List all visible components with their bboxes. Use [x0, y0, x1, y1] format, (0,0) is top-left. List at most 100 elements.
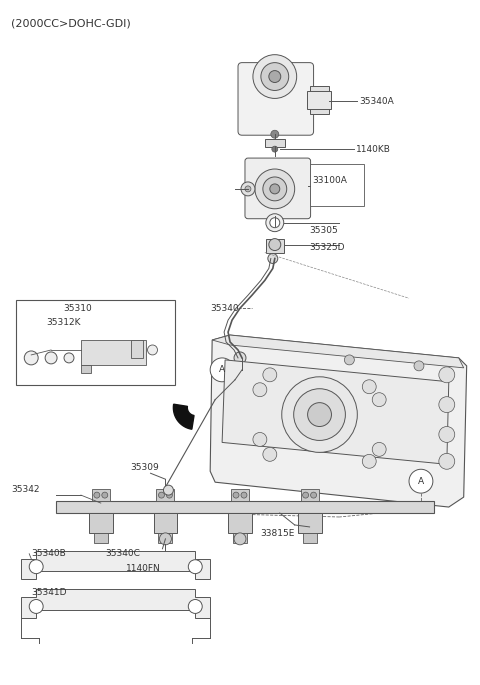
- Circle shape: [233, 492, 239, 498]
- Text: 33815E: 33815E: [260, 530, 294, 538]
- Text: 35310: 35310: [63, 303, 92, 312]
- Circle shape: [241, 182, 255, 196]
- Circle shape: [255, 169, 295, 209]
- Circle shape: [294, 388, 346, 440]
- Text: 35312K: 35312K: [46, 318, 81, 327]
- Polygon shape: [173, 404, 194, 429]
- Circle shape: [409, 469, 433, 493]
- Text: 1140FN: 1140FN: [126, 564, 160, 573]
- Bar: [81, 365, 91, 373]
- Circle shape: [344, 355, 354, 365]
- Circle shape: [362, 454, 376, 469]
- Circle shape: [102, 492, 108, 498]
- Circle shape: [158, 492, 165, 498]
- Circle shape: [164, 485, 173, 495]
- Bar: [302, 533, 316, 543]
- Text: 35340A: 35340A: [360, 97, 394, 106]
- Bar: [89, 513, 113, 533]
- Circle shape: [362, 379, 376, 394]
- Circle shape: [64, 353, 74, 363]
- Circle shape: [414, 361, 424, 371]
- Circle shape: [29, 599, 43, 614]
- Circle shape: [271, 130, 279, 138]
- Circle shape: [241, 492, 247, 498]
- FancyBboxPatch shape: [245, 158, 311, 219]
- Circle shape: [245, 186, 251, 192]
- Circle shape: [263, 368, 277, 382]
- Text: 35340B: 35340B: [31, 549, 66, 558]
- Polygon shape: [222, 360, 449, 464]
- Bar: [300, 489, 319, 501]
- Circle shape: [439, 367, 455, 383]
- Text: (2000CC>DOHC-GDI): (2000CC>DOHC-GDI): [12, 19, 131, 29]
- Circle shape: [372, 443, 386, 456]
- Circle shape: [263, 177, 287, 201]
- Circle shape: [24, 351, 38, 365]
- Circle shape: [210, 358, 234, 382]
- Bar: [94, 533, 108, 543]
- Circle shape: [308, 403, 332, 427]
- Polygon shape: [21, 551, 210, 579]
- Circle shape: [253, 432, 267, 447]
- Text: 35340C: 35340C: [106, 549, 141, 558]
- Text: A: A: [219, 365, 225, 374]
- Bar: [265, 139, 285, 147]
- Circle shape: [29, 560, 43, 573]
- Bar: [266, 238, 284, 253]
- Bar: [298, 513, 322, 533]
- Polygon shape: [212, 335, 464, 368]
- Circle shape: [302, 492, 309, 498]
- Circle shape: [188, 599, 202, 614]
- Bar: [81, 340, 145, 365]
- FancyBboxPatch shape: [238, 62, 313, 135]
- Circle shape: [45, 352, 57, 364]
- Bar: [16, 300, 175, 385]
- Polygon shape: [210, 335, 467, 507]
- Bar: [131, 340, 143, 358]
- Circle shape: [266, 214, 284, 232]
- Circle shape: [270, 218, 280, 227]
- Bar: [310, 86, 329, 114]
- Bar: [156, 489, 174, 501]
- Circle shape: [94, 492, 100, 498]
- Text: 33100A: 33100A: [312, 177, 348, 186]
- Bar: [92, 489, 110, 501]
- Circle shape: [159, 533, 171, 545]
- Circle shape: [269, 238, 281, 251]
- Text: 35342: 35342: [12, 485, 40, 494]
- Bar: [310, 164, 364, 206]
- Polygon shape: [21, 588, 210, 619]
- Bar: [154, 513, 178, 533]
- Text: 35341D: 35341D: [31, 588, 67, 597]
- Bar: [56, 501, 434, 513]
- Circle shape: [439, 453, 455, 469]
- Circle shape: [269, 71, 281, 82]
- Circle shape: [167, 492, 172, 498]
- Circle shape: [147, 345, 157, 355]
- Circle shape: [282, 377, 357, 452]
- Circle shape: [261, 62, 288, 90]
- Text: A: A: [418, 477, 424, 486]
- Circle shape: [311, 492, 316, 498]
- Bar: [228, 513, 252, 533]
- Circle shape: [270, 184, 280, 194]
- Bar: [307, 92, 332, 110]
- Text: 35305: 35305: [310, 226, 338, 235]
- Circle shape: [188, 560, 202, 573]
- Text: 35309: 35309: [131, 463, 159, 472]
- Bar: [233, 533, 247, 543]
- Text: 35325D: 35325D: [310, 243, 345, 252]
- Circle shape: [439, 427, 455, 443]
- Circle shape: [234, 533, 246, 545]
- Circle shape: [253, 383, 267, 397]
- Circle shape: [372, 393, 386, 407]
- Bar: [158, 533, 172, 543]
- Circle shape: [439, 397, 455, 412]
- Circle shape: [268, 253, 278, 264]
- Circle shape: [234, 352, 246, 364]
- Circle shape: [263, 447, 277, 461]
- Text: 35340: 35340: [210, 303, 239, 312]
- Bar: [231, 489, 249, 501]
- Text: 1140KB: 1140KB: [356, 145, 391, 153]
- Circle shape: [272, 146, 278, 152]
